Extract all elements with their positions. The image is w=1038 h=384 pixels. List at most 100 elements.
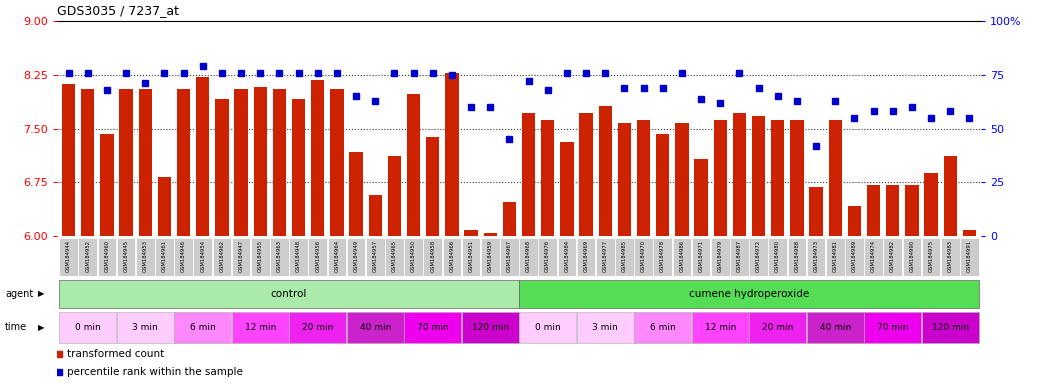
Text: 6 min: 6 min: [190, 323, 216, 332]
Bar: [231, 238, 250, 276]
Text: percentile rank within the sample: percentile rank within the sample: [67, 366, 243, 377]
Text: 0 min: 0 min: [535, 323, 561, 332]
Text: GDS3035 / 7237_at: GDS3035 / 7237_at: [57, 4, 180, 17]
Bar: [637, 120, 650, 236]
Text: GSM184970: GSM184970: [641, 240, 646, 272]
Text: GSM184989: GSM184989: [852, 240, 857, 272]
Text: 12 min: 12 min: [705, 323, 736, 332]
Bar: [733, 113, 746, 236]
Bar: [845, 238, 864, 276]
Text: 70 min: 70 min: [877, 323, 908, 332]
Bar: [788, 238, 807, 276]
Bar: [618, 123, 631, 236]
Text: ▶: ▶: [38, 323, 45, 332]
Text: GSM184951: GSM184951: [468, 240, 473, 272]
Bar: [270, 238, 289, 276]
Bar: [790, 120, 803, 236]
Bar: [158, 177, 171, 236]
Bar: [193, 238, 212, 276]
Text: 20 min: 20 min: [762, 323, 793, 332]
Bar: [826, 238, 845, 276]
Text: GSM184961: GSM184961: [162, 240, 167, 272]
Bar: [902, 238, 922, 276]
Bar: [519, 280, 979, 308]
Text: ▶: ▶: [38, 289, 45, 298]
Bar: [749, 312, 807, 343]
Bar: [174, 238, 193, 276]
Bar: [81, 89, 94, 236]
Text: 70 min: 70 min: [417, 323, 448, 332]
Bar: [810, 187, 823, 236]
Bar: [500, 238, 519, 276]
Bar: [155, 238, 173, 276]
Text: GSM184962: GSM184962: [219, 240, 224, 272]
Bar: [713, 120, 727, 236]
Bar: [350, 152, 363, 236]
Text: GSM184952: GSM184952: [85, 240, 90, 272]
Bar: [883, 238, 902, 276]
Bar: [848, 206, 862, 236]
Text: 20 min: 20 min: [302, 323, 333, 332]
Bar: [385, 238, 404, 276]
Bar: [445, 73, 459, 236]
Bar: [577, 312, 634, 343]
Bar: [98, 238, 116, 276]
Bar: [557, 238, 576, 276]
Bar: [481, 238, 499, 276]
Bar: [940, 238, 960, 276]
Bar: [311, 80, 325, 236]
Bar: [253, 87, 267, 236]
Bar: [328, 238, 347, 276]
Bar: [925, 173, 937, 236]
Text: 40 min: 40 min: [359, 323, 391, 332]
Bar: [865, 312, 922, 343]
Bar: [59, 238, 78, 276]
Text: GSM184956: GSM184956: [316, 240, 321, 272]
Text: GSM184947: GSM184947: [239, 240, 244, 272]
Text: GSM184958: GSM184958: [431, 240, 435, 272]
Text: GSM184981: GSM184981: [832, 240, 838, 272]
Bar: [616, 238, 634, 276]
Bar: [561, 142, 574, 236]
Text: GSM184977: GSM184977: [603, 240, 607, 272]
Bar: [962, 230, 976, 236]
Bar: [539, 238, 557, 276]
Bar: [579, 113, 593, 236]
Text: GSM184991: GSM184991: [967, 240, 972, 272]
Bar: [404, 312, 461, 343]
Bar: [675, 123, 688, 236]
Text: GSM184982: GSM184982: [891, 240, 895, 272]
Bar: [922, 238, 940, 276]
Bar: [577, 238, 596, 276]
Text: GSM184955: GSM184955: [257, 240, 263, 272]
Text: GSM184983: GSM184983: [948, 240, 953, 272]
Text: 6 min: 6 min: [650, 323, 676, 332]
Text: 120 min: 120 min: [471, 323, 509, 332]
Bar: [673, 238, 691, 276]
Text: GSM184987: GSM184987: [737, 240, 742, 272]
Bar: [290, 238, 308, 276]
Text: transformed count: transformed count: [67, 349, 165, 359]
Bar: [116, 238, 136, 276]
Text: 120 min: 120 min: [932, 323, 968, 332]
Text: GSM184964: GSM184964: [334, 240, 339, 272]
Bar: [62, 84, 76, 236]
Text: 3 min: 3 min: [593, 323, 618, 332]
Bar: [273, 89, 286, 236]
Bar: [368, 195, 382, 236]
Text: GSM184954: GSM184954: [200, 240, 206, 272]
Text: GSM184960: GSM184960: [105, 240, 109, 272]
Bar: [596, 238, 614, 276]
Text: GSM184957: GSM184957: [373, 240, 378, 272]
Bar: [541, 120, 554, 236]
Bar: [196, 77, 210, 236]
Bar: [768, 238, 787, 276]
Bar: [807, 312, 864, 343]
Bar: [347, 238, 365, 276]
Text: GSM184965: GSM184965: [392, 240, 397, 272]
Bar: [308, 238, 327, 276]
Bar: [694, 159, 708, 236]
Bar: [59, 312, 116, 343]
Bar: [404, 238, 422, 276]
Bar: [442, 238, 461, 276]
